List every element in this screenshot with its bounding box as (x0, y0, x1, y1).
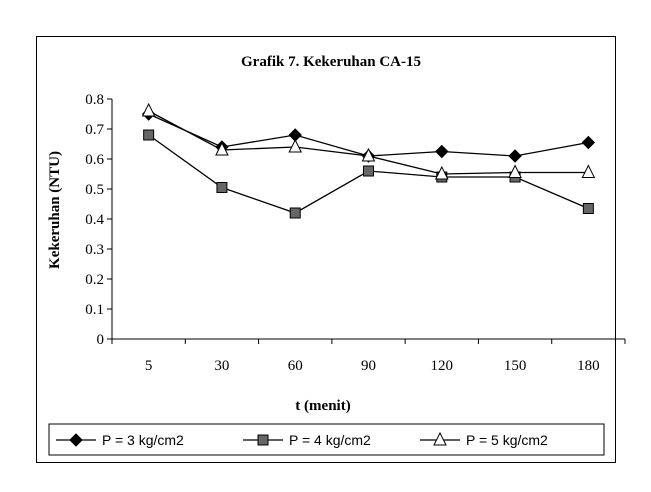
x-axis-label: t (menit) (295, 398, 350, 414)
legend-label: P = 5 kg/cm2 (466, 432, 548, 448)
x-tick-label: 30 (214, 358, 229, 374)
legend-label: P = 3 kg/cm2 (102, 432, 184, 448)
y-tick-label: 0.8 (85, 92, 104, 108)
series-2 (143, 129, 594, 219)
data-point (582, 203, 594, 214)
axes: 0 0.1 0.2 0.3 0.4 0.5 0.6 0.7 0.8 5 30 60 90 120 150 18… (85, 92, 626, 374)
legend-entry: P = 4 kg/cm2 (243, 432, 371, 448)
x-tick-label: 90 (361, 358, 376, 374)
x-tick-label: 180 (577, 358, 600, 374)
series-line (148, 110, 589, 175)
data-point (508, 149, 522, 163)
x-tick-label: 120 (431, 358, 454, 374)
x-tick-label: 60 (288, 358, 303, 374)
x-tick-label: 150 (504, 358, 527, 374)
y-axis-label: Kekeruhan (NTU) (47, 151, 63, 269)
data-point (435, 144, 449, 159)
data-point (508, 164, 522, 178)
legend-box (48, 423, 605, 456)
y-tick-label: 0.6 (85, 152, 104, 168)
series-layer (141, 102, 596, 219)
series-3 (141, 102, 596, 180)
y-tick-label: 0.4 (85, 212, 104, 228)
y-tick-label: 0.2 (85, 272, 104, 288)
legend-label: P = 4 kg/cm2 (289, 432, 371, 448)
legend-entry: P = 3 kg/cm2 (56, 432, 184, 448)
chart-frame (36, 36, 616, 463)
y-tick-label: 0.7 (85, 122, 104, 138)
legend-marker (257, 434, 269, 446)
legend-marker (69, 433, 83, 447)
legend-marker (433, 431, 447, 446)
y-tick-label: 0.5 (85, 182, 104, 198)
data-point (143, 129, 155, 141)
data-point (216, 182, 228, 193)
y-tick-label: 0.1 (85, 302, 104, 318)
data-point (434, 165, 449, 180)
data-point (289, 207, 301, 219)
data-point (288, 138, 303, 153)
x-tick-label: 5 (145, 358, 153, 374)
legend-entry: P = 5 kg/cm2 (420, 431, 548, 448)
data-point (581, 164, 596, 178)
data-point (361, 147, 376, 162)
data-point (141, 102, 156, 117)
chart-title: Grafik 7. Kekeruhan CA-15 (241, 54, 421, 70)
y-tick-label: 0.3 (85, 242, 104, 258)
data-point (215, 141, 229, 156)
legend: P = 3 kg/cm2 P = 4 kg/cm2 P = 5 kg/cm2 (48, 423, 605, 456)
y-tick-label: 0 (97, 332, 105, 348)
data-point (581, 135, 596, 150)
data-point (363, 165, 374, 177)
